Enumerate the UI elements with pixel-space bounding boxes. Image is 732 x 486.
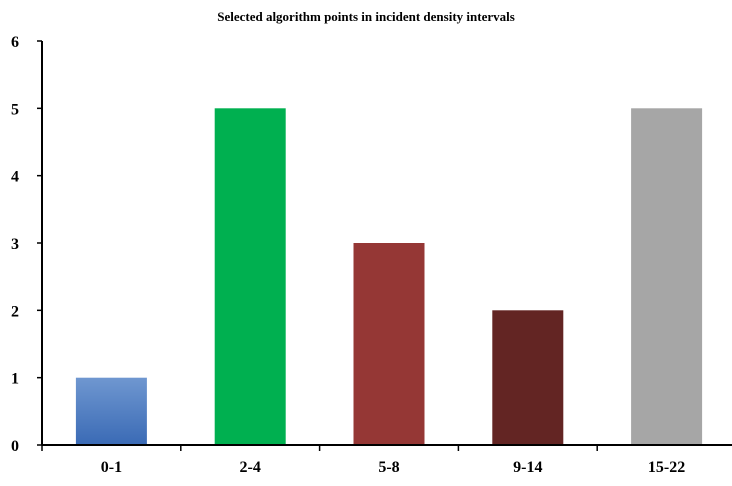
y-tick-label: 6	[11, 34, 19, 51]
x-axis-ticks: 0-1 2-4 5-8 9-14 15-22	[41, 445, 685, 476]
bar-series	[75, 108, 703, 446]
bar-15-22	[631, 108, 703, 446]
bar-0-1	[75, 377, 147, 445]
bar-2-4	[214, 108, 286, 446]
y-tick-label: 5	[11, 101, 19, 118]
x-tick-label: 0-1	[101, 459, 122, 476]
y-tick-label: 1	[11, 371, 19, 388]
x-tick-label: 2-4	[240, 459, 261, 476]
chart-title: Selected algorithm points in incident de…	[217, 9, 515, 24]
y-tick-label: 0	[11, 438, 19, 455]
bar-5-8	[353, 243, 425, 445]
y-tick-label: 3	[11, 236, 19, 253]
y-tick-label: 2	[11, 303, 19, 320]
x-tick-label: 15-22	[648, 459, 685, 476]
y-axis-ticks: 0 1 2 3 4 5 6	[11, 34, 42, 455]
y-tick-label: 4	[11, 169, 19, 186]
bar-9-14	[492, 310, 564, 445]
x-tick-label: 9-14	[513, 459, 542, 476]
x-tick-label: 5-8	[378, 459, 399, 476]
